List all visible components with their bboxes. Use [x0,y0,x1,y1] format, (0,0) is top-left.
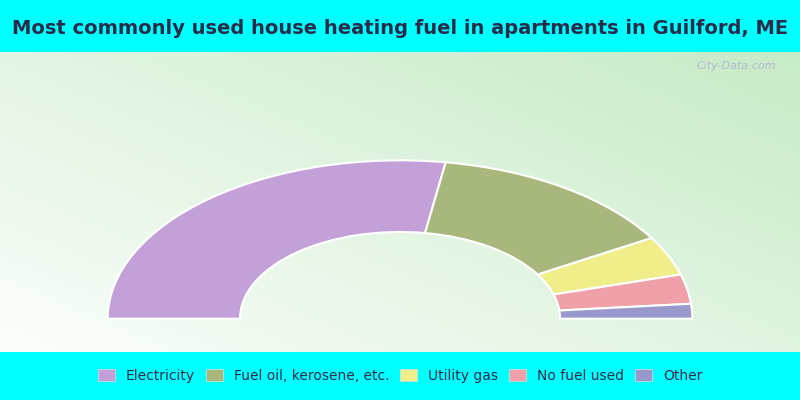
Wedge shape [538,238,681,294]
Wedge shape [554,274,691,310]
Wedge shape [425,162,652,274]
Legend: Electricity, Fuel oil, kerosene, etc., Utility gas, No fuel used, Other: Electricity, Fuel oil, kerosene, etc., U… [94,365,706,387]
Text: City-Data.com: City-Data.com [697,61,776,71]
Wedge shape [108,160,446,319]
Wedge shape [559,304,692,319]
Text: Most commonly used house heating fuel in apartments in Guilford, ME: Most commonly used house heating fuel in… [12,19,788,38]
